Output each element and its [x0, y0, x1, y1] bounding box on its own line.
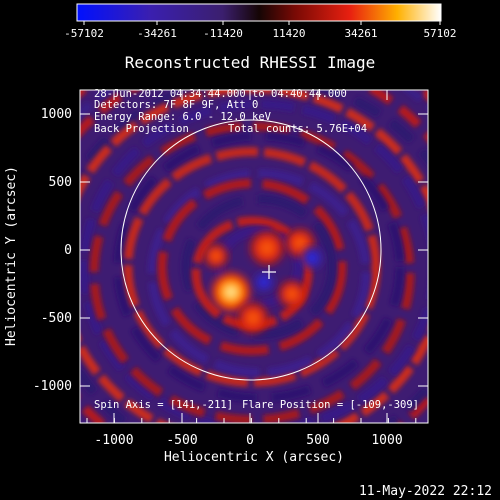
info-time: 28-Jun-2012 04:34:44.000 to 04:40:44.000	[94, 88, 347, 100]
colorbar-label-5: 57102	[423, 27, 456, 40]
image-panel	[80, 90, 428, 423]
axis-ticks	[80, 90, 428, 423]
flare-cross-marker	[262, 265, 276, 279]
colorbar-label-2: -11420	[203, 27, 243, 40]
flare-position-label: Flare Position = [-109,-309]	[242, 399, 419, 411]
colorbar-label-0: -57102	[64, 27, 104, 40]
colorbar-label-1: -34261	[137, 27, 177, 40]
timestamp: 11-May-2022 22:12	[359, 484, 492, 499]
source-blob	[247, 228, 287, 268]
info-detectors: Detectors: 7F 8F 9F, Att 0	[94, 99, 258, 111]
colorbar-label-4: 34261	[344, 27, 377, 40]
colorbar-label-3: 11420	[272, 27, 305, 40]
source-blob	[299, 245, 325, 271]
source-blob	[276, 278, 308, 310]
ytick-label-4: -1000	[33, 379, 72, 394]
colorbar-gradient	[76, 3, 442, 22]
xtick-label-1: -500	[166, 433, 197, 448]
colorbar-ticks	[83, 21, 441, 25]
xtick-label-2: 0	[246, 433, 254, 448]
colorbar: -57102 -34261 -11420 11420 34261 57102	[64, 3, 457, 40]
xtick-label-4: 1000	[371, 433, 402, 448]
interference-rings	[80, 90, 428, 423]
ytick-label-3: -500	[41, 311, 72, 326]
x-axis-label: Heliocentric X (arcsec)	[164, 450, 344, 465]
source-blob	[235, 300, 271, 336]
ytick-label-1: 500	[49, 175, 72, 190]
info-block: 28-Jun-2012 04:34:44.000 to 04:40:44.000…	[94, 88, 367, 135]
solar-limb	[120, 119, 382, 381]
plot-frame	[79, 89, 429, 424]
ytick-label-0: 1000	[41, 107, 72, 122]
xtick-label-3: 500	[306, 433, 329, 448]
plot-title: Reconstructed RHESSI Image	[125, 53, 375, 72]
source-blobs	[202, 226, 325, 336]
source-blob	[209, 270, 253, 314]
spin-axis-label: Spin Axis = [141,-211]	[94, 399, 233, 411]
y-axis-label: Heliocentric Y (arcsec)	[4, 166, 19, 346]
source-blob	[202, 242, 230, 270]
info-method: Back Projection	[94, 123, 189, 135]
source-blob	[252, 270, 276, 294]
info-counts: Total counts: 5.76E+04	[228, 123, 367, 135]
info-energy: Energy Range: 6.0 - 12.0 keV	[94, 111, 272, 123]
ytick-label-2: 0	[64, 243, 72, 258]
xtick-label-0: -1000	[94, 433, 133, 448]
